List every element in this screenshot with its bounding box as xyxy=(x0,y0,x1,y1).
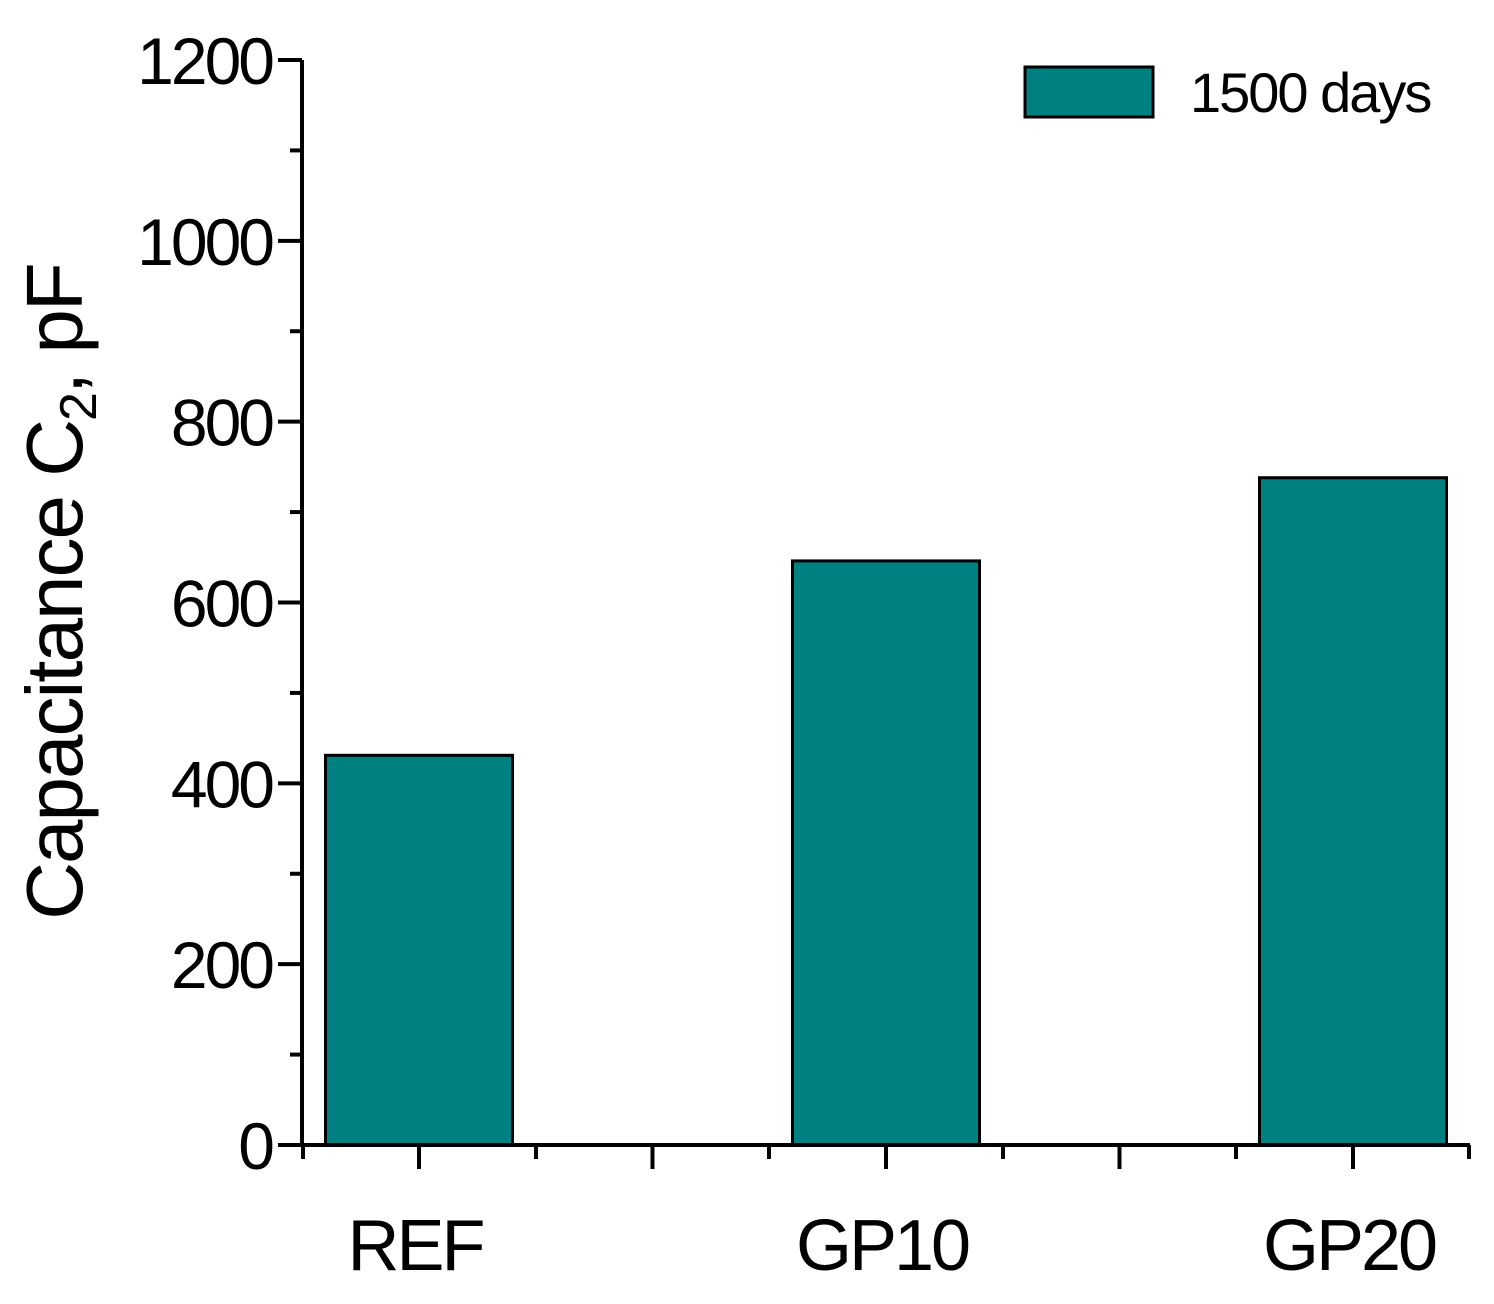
y-tick-label: 200 xyxy=(171,928,273,1002)
legend-swatch xyxy=(1023,65,1155,119)
y-axis-title-prefix: Capacitance C xyxy=(10,421,99,920)
legend: 1500 days xyxy=(1023,61,1432,124)
y-axis-title-suffix: , pF xyxy=(10,264,99,394)
bar-gp20 xyxy=(1258,476,1448,1147)
y-tick-label: 600 xyxy=(171,567,273,641)
x-axis-ticks: REF GP10 GP20 xyxy=(301,1145,1471,1286)
y-tick-label: 1200 xyxy=(137,24,273,98)
x-tick-label-gp20: GP20 xyxy=(1263,1206,1436,1286)
y-tick-label: 800 xyxy=(171,386,273,460)
y-tick-label: 1000 xyxy=(137,205,273,279)
y-tick-label: 400 xyxy=(171,747,273,821)
bar-gp10 xyxy=(791,559,981,1147)
y-tick-label: 0 xyxy=(238,1109,273,1183)
x-tick-label-gp10: GP10 xyxy=(796,1206,969,1286)
y-axis-title: Capacitance C2, pF xyxy=(10,264,108,919)
y-axis-title-subscript: 2 xyxy=(50,394,108,421)
bar-ref xyxy=(324,753,514,1147)
y-axis-ticks: 0 200 400 600 800 1000 1200 xyxy=(137,24,302,1183)
bars-layer xyxy=(324,476,1448,1147)
legend-label: 1500 days xyxy=(1190,61,1430,124)
x-tick-label-ref: REF xyxy=(348,1206,484,1286)
